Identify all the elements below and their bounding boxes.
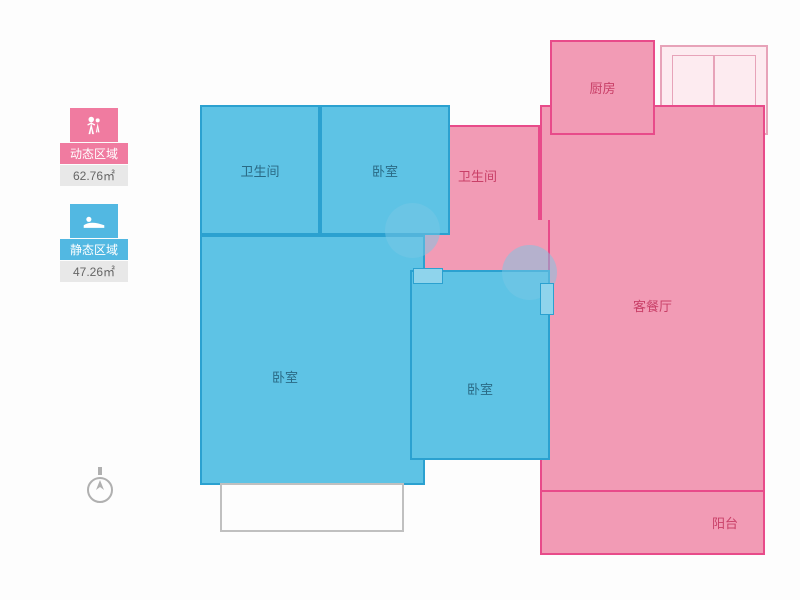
room-bed-top-label: 卧室	[372, 161, 398, 180]
door-marker-2	[540, 283, 554, 315]
legend-static-icon	[70, 204, 118, 238]
compass-icon	[85, 465, 115, 505]
legend-static: 静态区域 47.26㎡	[60, 204, 128, 282]
legend-static-label: 静态区域	[60, 239, 128, 260]
room-living: 客餐厅	[540, 105, 765, 505]
room-living-label: 客餐厅	[633, 296, 672, 315]
legend-panel: 动态区域 62.76㎡ 静态区域 47.26㎡	[60, 108, 128, 300]
legend-dynamic: 动态区域 62.76㎡	[60, 108, 128, 186]
sleep-icon	[82, 211, 106, 231]
people-icon	[83, 114, 105, 136]
room-bath2-label: 卫生间	[458, 166, 497, 185]
room-bath1: 卫生间	[200, 105, 320, 235]
room-bed-mid-label: 卧室	[467, 379, 493, 398]
legend-dynamic-label: 动态区域	[60, 143, 128, 164]
door-arc-1	[385, 203, 440, 258]
room-kitchen: 厨房	[550, 40, 655, 135]
legend-static-value: 47.26㎡	[60, 261, 128, 282]
door-marker-1	[413, 268, 443, 284]
room-balcony-label: 阳台	[712, 513, 738, 532]
legend-dynamic-icon	[70, 108, 118, 142]
balcony-outline-1	[220, 483, 404, 532]
room-kitchen-label: 厨房	[589, 78, 615, 97]
room-bath1-label: 卫生间	[240, 161, 279, 180]
room-balcony: 阳台	[540, 490, 765, 555]
legend-dynamic-value: 62.76㎡	[60, 165, 128, 186]
room-bed-big-label: 卧室	[272, 367, 298, 386]
room-bed-big: 卧室	[200, 235, 425, 485]
floorplan-canvas: 客餐厅 厨房 卫生间 阳台 卫生间 卧室 卧室 卧室	[190, 25, 770, 580]
